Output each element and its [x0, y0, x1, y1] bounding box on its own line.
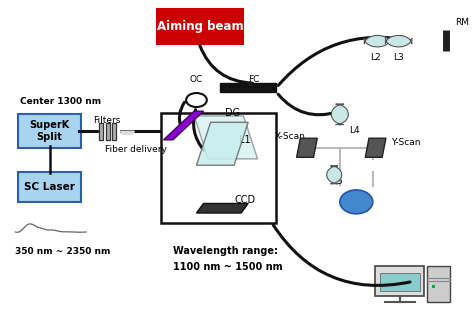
Polygon shape — [194, 116, 257, 159]
Bar — [427, 265, 450, 302]
Polygon shape — [365, 138, 386, 157]
Text: Aiming beam: Aiming beam — [157, 20, 243, 33]
FancyBboxPatch shape — [18, 172, 82, 202]
Text: L1: L1 — [239, 135, 250, 145]
Text: 1100 nm ~ 1500 nm: 1100 nm ~ 1500 nm — [173, 262, 283, 272]
Ellipse shape — [340, 190, 373, 214]
Text: Center 1300 nm: Center 1300 nm — [20, 97, 101, 106]
Text: 350 nm ~ 2350 nm: 350 nm ~ 2350 nm — [16, 247, 111, 256]
Text: Filters: Filters — [93, 116, 120, 125]
Text: FC: FC — [248, 75, 260, 84]
Text: Y-Scan: Y-Scan — [392, 138, 421, 147]
Text: CCD: CCD — [234, 195, 255, 205]
Polygon shape — [327, 166, 342, 184]
Text: Wavelength range:: Wavelength range: — [173, 246, 278, 256]
Polygon shape — [120, 131, 135, 134]
Text: OC: OC — [190, 75, 203, 84]
Bar — [431, 285, 435, 288]
Bar — [220, 83, 276, 92]
Text: SC Laser: SC Laser — [24, 182, 75, 192]
Text: L5: L5 — [332, 177, 343, 186]
Text: X-Scan: X-Scan — [275, 132, 306, 141]
Text: SuperK
Split: SuperK Split — [29, 120, 70, 142]
FancyBboxPatch shape — [18, 114, 82, 148]
Polygon shape — [112, 123, 116, 140]
Polygon shape — [297, 138, 317, 157]
Text: DG: DG — [225, 108, 240, 118]
Text: RM: RM — [455, 18, 469, 27]
FancyBboxPatch shape — [156, 9, 244, 44]
Polygon shape — [365, 35, 391, 47]
Polygon shape — [196, 122, 248, 165]
Text: L2: L2 — [370, 53, 381, 62]
Text: Fiber delivery: Fiber delivery — [105, 145, 167, 154]
Polygon shape — [164, 111, 203, 140]
Text: L3: L3 — [393, 53, 404, 62]
Bar — [161, 113, 276, 222]
Polygon shape — [385, 35, 412, 47]
Polygon shape — [106, 123, 109, 140]
Bar — [375, 265, 424, 296]
Bar — [380, 273, 420, 291]
Polygon shape — [196, 204, 248, 213]
Polygon shape — [331, 104, 348, 125]
Polygon shape — [99, 123, 103, 140]
Text: L4: L4 — [349, 126, 360, 135]
